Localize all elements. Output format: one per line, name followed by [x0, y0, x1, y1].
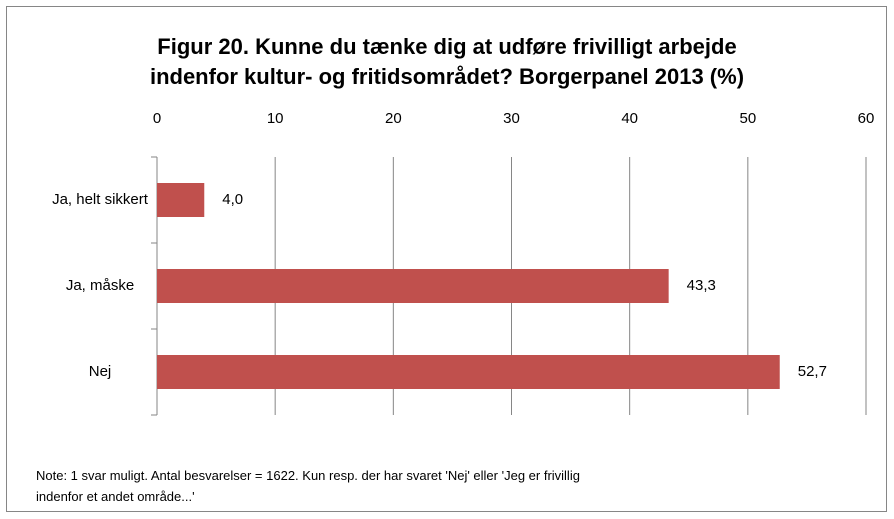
- x-tick-label: 20: [385, 110, 402, 127]
- bar: [157, 183, 205, 217]
- x-tick-label: 40: [621, 110, 638, 127]
- x-tick-label: 0: [153, 110, 161, 127]
- value-label: 52,7: [798, 363, 827, 380]
- x-tick-label: 10: [267, 110, 284, 127]
- note: Note: 1 svar muligt. Antal besvarelser =…: [36, 468, 580, 504]
- bar: [157, 355, 780, 389]
- y-tick-label: Ja, helt sikkert: [52, 191, 148, 208]
- x-tick-label: 50: [739, 110, 756, 127]
- y-tick-label: Nej: [88, 363, 112, 380]
- bar: [157, 269, 669, 303]
- y-tick-label: Ja, måske: [65, 277, 135, 294]
- chart-frame: [6, 6, 887, 512]
- value-label: 43,3: [687, 277, 716, 294]
- x-tick-label: 30: [503, 110, 520, 127]
- chart-title: Figur 20. Kunne du tænke dig at udføre f…: [149, 34, 745, 89]
- value-label: 4,0: [222, 191, 243, 208]
- x-tick-label: 60: [858, 110, 875, 127]
